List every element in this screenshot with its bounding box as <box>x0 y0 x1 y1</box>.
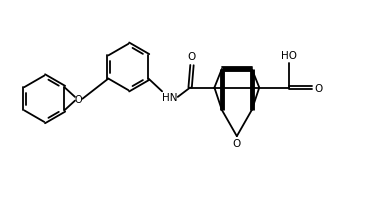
Text: O: O <box>233 138 241 148</box>
Text: O: O <box>315 83 323 93</box>
Text: HN: HN <box>162 92 177 102</box>
Text: O: O <box>188 52 196 62</box>
Text: HO: HO <box>281 50 297 60</box>
Text: O: O <box>75 94 83 104</box>
